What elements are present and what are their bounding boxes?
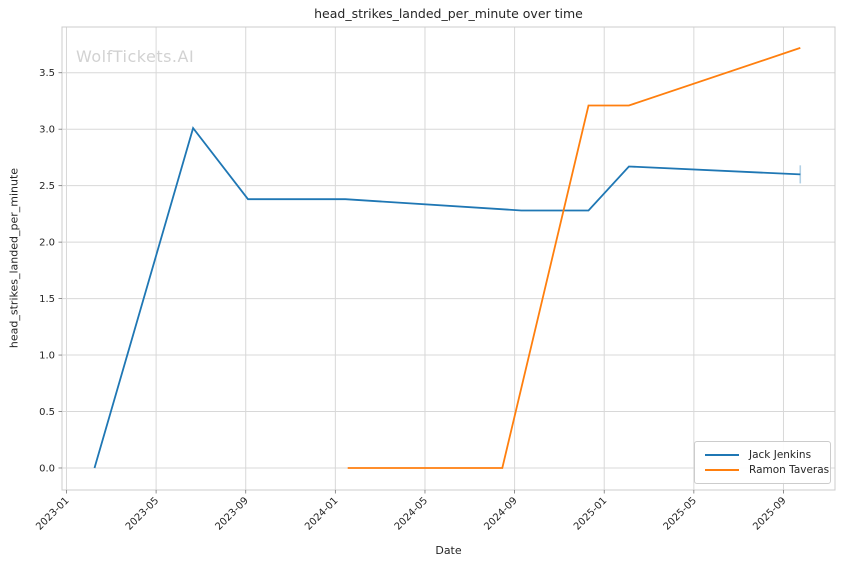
y-tick-label: 1.5 xyxy=(39,294,55,305)
watermark: WolfTickets.AI xyxy=(76,47,195,66)
x-tick-label: 2024-09 xyxy=(482,495,519,532)
chart-title: head_strikes_landed_per_minute over time xyxy=(314,6,583,21)
y-tick-label: 2.5 xyxy=(39,181,55,192)
y-tick-label: 1.0 xyxy=(39,351,55,362)
y-tick-label: 0.0 xyxy=(39,463,55,474)
legend: Jack Jenkins Ramon Taveras xyxy=(694,441,831,484)
y-tick-label: 3.5 xyxy=(39,68,55,79)
series-line-ramon-taveras xyxy=(347,47,801,469)
y-axis-label: head_strikes_landed_per_minute xyxy=(7,167,21,349)
legend-item-ramon-taveras: Ramon Taveras xyxy=(705,463,830,476)
y-tick-label: 3.0 xyxy=(39,125,55,136)
legend-label: Ramon Taveras xyxy=(749,463,830,476)
axes-spines xyxy=(61,26,836,491)
line-swatch-icon xyxy=(705,454,739,457)
line-swatch-icon xyxy=(705,468,739,471)
y-tick-label: 2.0 xyxy=(39,238,55,249)
y-tick-label: 0.5 xyxy=(39,407,55,418)
x-tick-label: 2025-05 xyxy=(662,495,699,532)
x-tick-label: 2023-01 xyxy=(34,495,71,532)
x-tick-label: 2023-05 xyxy=(124,495,161,532)
x-tick-label: 2023-09 xyxy=(214,495,251,532)
series-line-jack-jenkins xyxy=(93,126,801,469)
x-tick-label: 2025-01 xyxy=(572,495,609,532)
legend-label: Jack Jenkins xyxy=(749,449,812,461)
x-tick-label: 2024-01 xyxy=(303,495,340,532)
x-tick-label: 2024-05 xyxy=(393,495,430,532)
x-axis-label: Date xyxy=(435,544,462,557)
legend-item-jack-jenkins: Jack Jenkins xyxy=(705,450,830,461)
x-tick-label: 2025-09 xyxy=(751,495,788,532)
